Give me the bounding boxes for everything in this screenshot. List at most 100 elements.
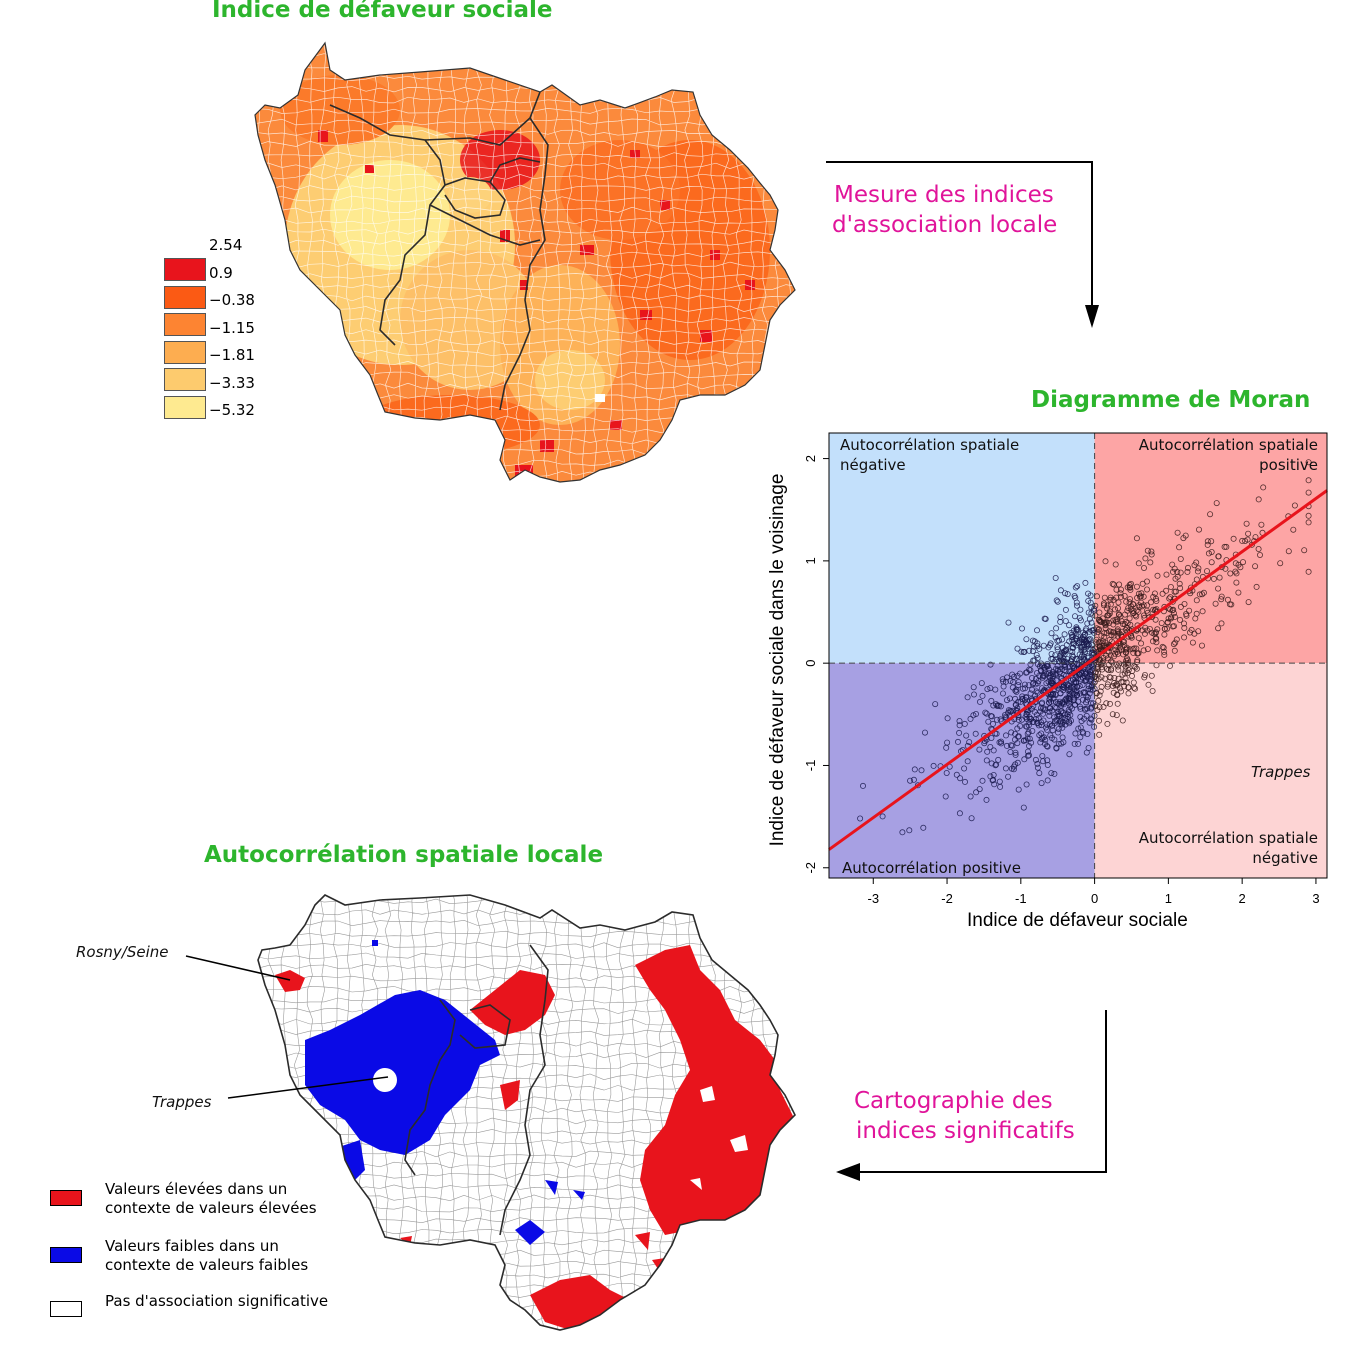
scatter-point [1133, 583, 1140, 590]
scatter-point [1204, 538, 1211, 545]
legend-break-0: 2.54 [209, 236, 243, 254]
scatter-point [1010, 766, 1017, 773]
scatter-point [1087, 592, 1094, 599]
scatter-point [1169, 561, 1176, 568]
scatter-point [1083, 676, 1090, 683]
y-tick-label: 2 [803, 455, 818, 462]
scatter-point [995, 756, 1002, 763]
scatter-point [1131, 663, 1138, 670]
legend-red-line-2: contexte de valeurs élevées [105, 1199, 317, 1217]
x-tick-label: -3 [867, 891, 879, 906]
scatter-point [1049, 727, 1056, 734]
scatter-point [1066, 622, 1073, 629]
scatter-point [1100, 638, 1107, 645]
scatter-point [906, 827, 913, 834]
scatter-point [1006, 695, 1013, 702]
scatter-point [1096, 731, 1103, 738]
scatter-point [1019, 625, 1026, 632]
scatter-point [1200, 589, 1207, 596]
scatter-point [1230, 535, 1237, 542]
scatter-point [1181, 634, 1188, 641]
scatter-point [1056, 712, 1063, 719]
scatter-point [1061, 685, 1068, 692]
scatter-point [1095, 627, 1102, 634]
scatter-point [1170, 568, 1177, 575]
scatter-point [1142, 555, 1149, 562]
moran-xlabel: Indice de défaveur sociale [967, 910, 1188, 931]
scatter-point [1133, 535, 1140, 542]
scatter-point [1118, 586, 1125, 593]
scatter-point [1049, 707, 1056, 714]
scatter-point [1096, 717, 1103, 724]
scatter-point [1085, 694, 1092, 701]
scatter-point [1228, 601, 1235, 608]
scatter-point [1107, 700, 1114, 707]
legend-break-4: −1.81 [209, 346, 255, 364]
scatter-point [1019, 695, 1026, 702]
scatter-point [1161, 651, 1168, 658]
scatter-point [1055, 726, 1062, 733]
scatter-point [982, 709, 989, 716]
scatter-point [920, 824, 927, 831]
scatter-point [1025, 748, 1032, 755]
quad-top-left-line-2: négative [840, 456, 906, 474]
scatter-point [1040, 710, 1047, 717]
scatter-point [1015, 786, 1022, 793]
scatter-point [1222, 565, 1229, 572]
scatter-point [1212, 600, 1219, 607]
scatter-point [1028, 739, 1035, 746]
scatter-point [1002, 712, 1009, 719]
scatter-point [1109, 580, 1116, 587]
scatter-point [992, 762, 999, 769]
scatter-point [1084, 731, 1091, 738]
scatter-point [984, 748, 991, 755]
scatter-point [1008, 729, 1015, 736]
scatter-point [1174, 568, 1181, 575]
scatter-point [1128, 603, 1135, 610]
scatter-point [1013, 702, 1020, 709]
scatter-point [1056, 666, 1063, 673]
scatter-point [983, 757, 990, 764]
scatter-point [1029, 686, 1036, 693]
scatter-point [953, 771, 960, 778]
scatter-point [1080, 689, 1087, 696]
scatter-point [1132, 664, 1139, 671]
scatter-point [1057, 718, 1064, 725]
scatter-point [1129, 646, 1136, 653]
scatter-point [1086, 719, 1093, 726]
scatter-point [1144, 547, 1151, 554]
scatter-point [1120, 679, 1127, 686]
scatter-point [1185, 564, 1192, 571]
scatter-point [910, 776, 917, 783]
scatter-point [1153, 598, 1160, 605]
scatter-point [1058, 740, 1065, 747]
scatter-point [991, 781, 998, 788]
scatter-point [1084, 640, 1091, 647]
scatter-point [1098, 674, 1105, 681]
scatter-point [1087, 599, 1094, 606]
scatter-point [1023, 781, 1030, 788]
quad-top-left-line-1: Autocorrélation spatiale [840, 436, 1020, 454]
scatter-point [1167, 606, 1174, 613]
scatter-point [1213, 500, 1220, 507]
scatter-point [1022, 737, 1029, 744]
scatter-point [1112, 650, 1119, 657]
scatter-point [1127, 596, 1134, 603]
scatter-point [1004, 674, 1011, 681]
scatter-point [1000, 683, 1007, 690]
legend-blue-line-1: Valeurs faibles dans un [105, 1237, 279, 1255]
scatter-point [990, 747, 997, 754]
callout-trappes: Trappes [152, 1093, 212, 1111]
scatter-point [1305, 512, 1312, 519]
scatter-point [990, 776, 997, 783]
scatter-point [1163, 571, 1170, 578]
scatter-point [1100, 600, 1107, 607]
x-tick-label: 1 [1165, 891, 1172, 906]
scatter-point [1199, 642, 1206, 649]
scatter-point [1053, 704, 1060, 711]
scatter-point [1036, 732, 1043, 739]
scatter-point [1133, 645, 1140, 652]
scatter-point [1087, 675, 1094, 682]
scatter-point [1046, 670, 1053, 677]
scatter-point [1102, 625, 1109, 632]
